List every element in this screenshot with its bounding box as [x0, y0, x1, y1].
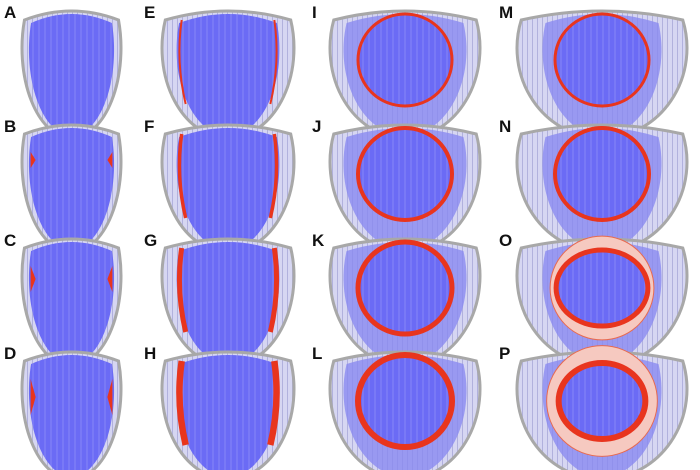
red-band [267, 247, 280, 333]
core [355, 239, 455, 337]
red-band [176, 360, 189, 446]
panel-label: G [144, 231, 157, 250]
red-band [269, 19, 278, 105]
panel-label: J [312, 117, 321, 136]
red-band [107, 152, 113, 168]
panel: O [499, 231, 689, 368]
panel: I [312, 3, 482, 140]
panel: M [499, 3, 689, 140]
red-band [267, 360, 280, 446]
panel: N [499, 117, 689, 254]
red-band [268, 133, 279, 219]
panel-label: I [312, 3, 317, 22]
panel-label: N [499, 117, 511, 136]
panel: G [144, 231, 296, 368]
panel-label: M [499, 3, 513, 22]
panel-label: O [499, 231, 512, 250]
panel: F [144, 117, 296, 254]
red-band [177, 133, 188, 219]
panel: B [4, 117, 123, 254]
red-band [30, 266, 36, 292]
panel-label: E [144, 3, 155, 22]
panel-label: C [4, 231, 16, 250]
panel: K [312, 231, 482, 368]
core [553, 126, 651, 222]
core [356, 126, 454, 222]
red-band [30, 379, 36, 415]
panel-label: F [144, 117, 154, 136]
inner-region [28, 128, 115, 250]
panel: C [4, 231, 123, 368]
panel: L [312, 344, 482, 470]
inner-region [176, 128, 280, 250]
inner-region [176, 242, 280, 364]
red-band [30, 152, 36, 168]
panel-label: D [4, 344, 16, 363]
core [355, 352, 455, 450]
red-band [107, 266, 113, 292]
panel-label: P [499, 344, 510, 363]
red-band [176, 247, 189, 333]
panel: H [144, 344, 296, 470]
inner-region [176, 355, 280, 470]
panel-label: H [144, 344, 156, 363]
inner-region [28, 355, 115, 470]
core [356, 12, 454, 108]
panel-label: B [4, 117, 16, 136]
panel: P [499, 344, 689, 470]
panel: A [4, 3, 123, 140]
red-band [178, 19, 187, 105]
panel: E [144, 3, 296, 140]
inner-region [176, 14, 280, 136]
panel: D [4, 344, 123, 470]
panel-label: L [312, 344, 322, 363]
core [553, 247, 651, 329]
panel-label: A [4, 3, 16, 22]
core [555, 360, 649, 442]
panel-label: K [312, 231, 325, 250]
panel-grid: A B C D E F G H I J K L M N O P [4, 3, 689, 470]
inner-region [28, 242, 115, 364]
core [553, 12, 651, 108]
panel: J [312, 117, 482, 254]
red-band [107, 379, 113, 415]
inner-region [28, 14, 115, 136]
